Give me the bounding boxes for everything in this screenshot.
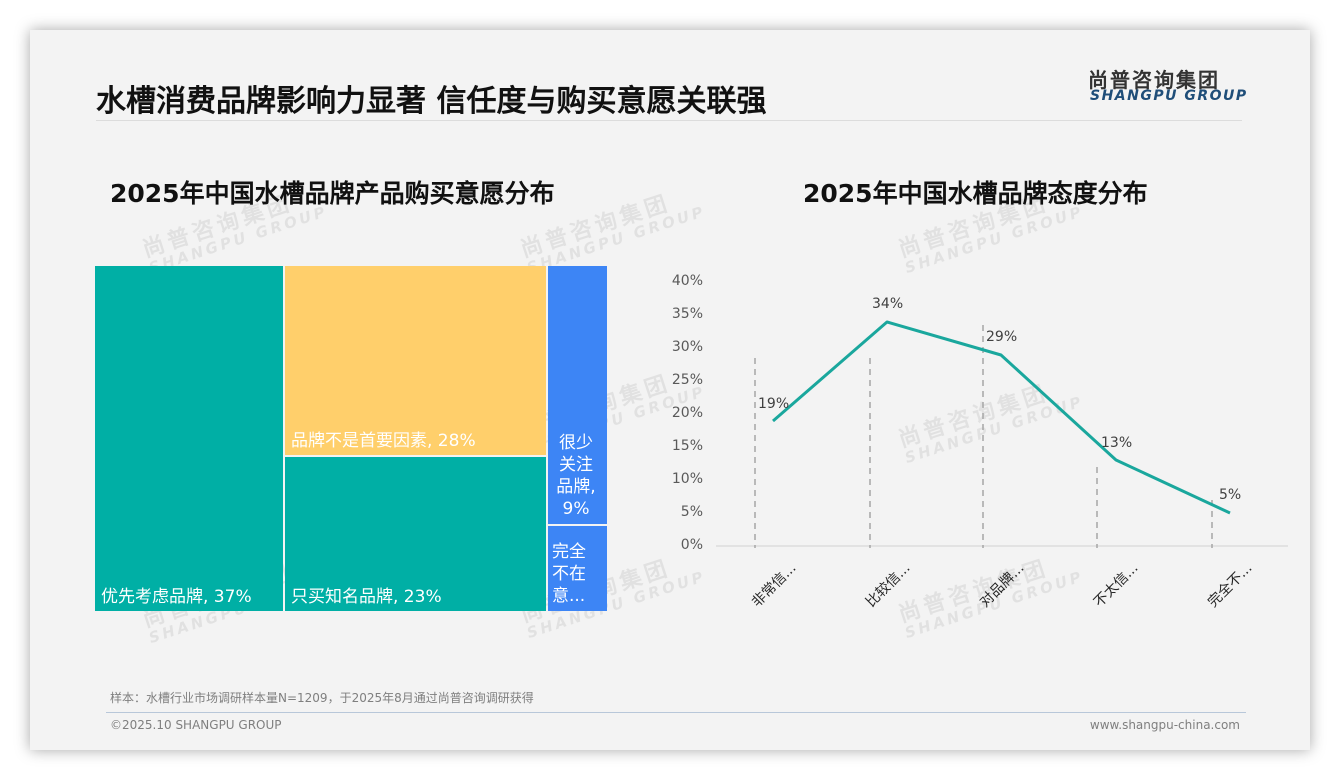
- drop-lines: [754, 325, 1213, 548]
- page-title: 水槽消费品牌影响力显著 信任度与购买意愿关联强: [96, 84, 767, 119]
- logo-en: SHANGPU GROUP: [1090, 88, 1248, 104]
- treemap-label: 优先考虑品牌, 37%: [101, 587, 252, 607]
- treemap-label: 完全不在意...: [552, 541, 586, 606]
- footer-divider: [106, 712, 1246, 713]
- y-tick: 20%: [671, 405, 703, 421]
- left-chart-title: 2025年中国水槽品牌产品购买意愿分布: [110, 179, 555, 208]
- y-tick: 25%: [671, 372, 703, 388]
- data-label: 5%: [1219, 487, 1242, 503]
- y-tick: 15%: [671, 438, 703, 454]
- y-tick: 5%: [680, 504, 703, 520]
- website-link[interactable]: www.shangpu-china.com: [1089, 718, 1240, 732]
- y-tick: 0%: [680, 537, 703, 553]
- treemap-label: 只买知名品牌, 23%: [291, 587, 442, 607]
- title-divider: [96, 120, 1242, 121]
- data-label: 34%: [872, 296, 904, 312]
- treemap: 优先考虑品牌, 37% 品牌不是首要因素, 28% 只买知名品牌, 23% 很少…: [95, 266, 607, 611]
- data-label: 29%: [986, 329, 1018, 345]
- data-label: 13%: [1101, 435, 1133, 451]
- treemap-cell-not-primary: 品牌不是首要因素, 28%: [285, 266, 546, 455]
- y-tick: 40%: [671, 273, 703, 289]
- treemap-label: 品牌不是首要因素, 28%: [291, 431, 476, 451]
- treemap-cell-priority-brand: 优先考虑品牌, 37%: [95, 266, 283, 611]
- data-label: 19%: [758, 396, 790, 412]
- line-chart-plot: [716, 320, 1288, 548]
- series-line: [772, 320, 1231, 515]
- logo-cn: 尚普咨询集团: [1088, 68, 1220, 92]
- treemap-cell-famous-only: 只买知名品牌, 23%: [285, 457, 546, 611]
- y-tick: 30%: [671, 339, 703, 355]
- copyright: ©2025.10 SHANGPU GROUP: [110, 718, 282, 732]
- treemap-cell-rarely: 很少关注品牌, 9%: [548, 266, 607, 524]
- y-tick: 35%: [671, 306, 703, 322]
- y-tick: 10%: [671, 471, 703, 487]
- slide: 尚普咨询集团 SHANGPU GROUP 尚普咨询集团 SHANGPU GROU…: [30, 30, 1310, 750]
- treemap-cell-dont-care: 完全不在意...: [548, 526, 607, 611]
- sample-note: 样本：水槽行业市场调研样本量N=1209，于2025年8月通过尚普咨询调研获得: [110, 691, 534, 705]
- right-chart-title: 2025年中国水槽品牌态度分布: [803, 179, 1148, 208]
- treemap-label: 很少关注品牌, 9%: [556, 432, 596, 519]
